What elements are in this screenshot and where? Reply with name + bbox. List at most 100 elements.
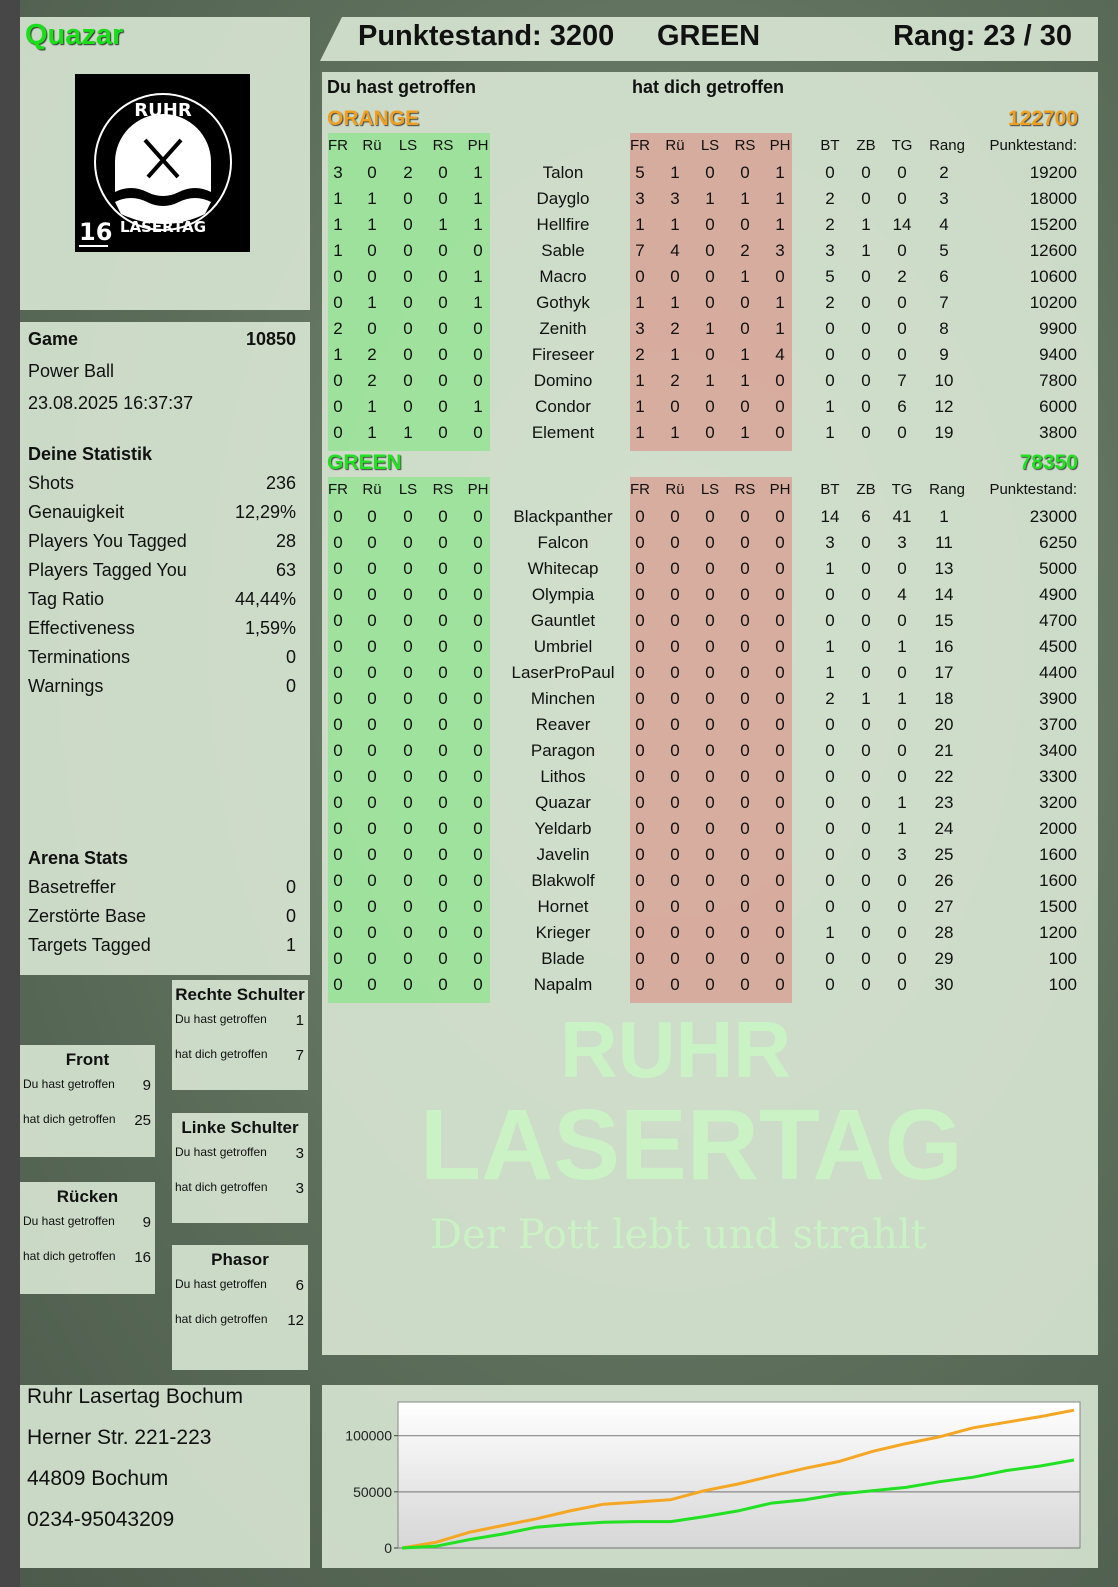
hit-you-label: hat dich getroffen [23, 1112, 116, 1126]
game-id: 10850 [245, 329, 296, 349]
col-header: PH [467, 481, 489, 498]
hit-you-cell: 0 [670, 819, 680, 838]
you-hit-cell: 0 [403, 845, 413, 864]
stat-cell: 6 [939, 267, 949, 286]
hit-you-label: hat dich getroffen [23, 1249, 116, 1263]
hit-you-cell: 0 [635, 793, 645, 812]
stat-cell: 2 [825, 215, 835, 234]
hit-you-cell: 0 [740, 923, 750, 942]
stat-cell: 24 [934, 819, 954, 838]
game-mode: Power Ball [28, 361, 115, 381]
stat-cell: 6 [897, 397, 907, 416]
hit-you-cell: 3 [635, 189, 645, 208]
hit-you-cell: 0 [705, 345, 715, 364]
col-header: TG [891, 137, 913, 154]
hit-you-cell: 1 [635, 215, 645, 234]
you-hit-cell: 0 [473, 741, 483, 760]
col-header: ZB [856, 137, 876, 154]
you-hit-cell: 0 [403, 189, 413, 208]
stat-cell: 11 [935, 533, 953, 552]
stat-cell: 19 [934, 423, 954, 442]
hit-you-cell: 0 [670, 923, 680, 942]
hit-you-cell: 1 [635, 397, 645, 416]
you-hit-cell: 0 [438, 319, 448, 338]
you-hit-cell: 1 [333, 241, 343, 260]
stat-cell: 0 [861, 715, 871, 734]
hit-zone-linke-schulter: Linke Schulter Du hast getroffen 3 hat dich… [172, 1113, 308, 1223]
col-header: LS [700, 481, 720, 498]
you-hit-label: Du hast getroffen [175, 1012, 267, 1026]
player-score: 4400 [1039, 663, 1077, 682]
stat-cell: 0 [897, 923, 907, 942]
you-hit-cell: 0 [473, 819, 483, 838]
you-hit-cell: 0 [438, 663, 448, 682]
stat-cell: 0 [861, 319, 871, 338]
you-hit-cell: 0 [438, 559, 448, 578]
hit-you-cell: 0 [740, 319, 750, 338]
stat-cell: 0 [861, 741, 871, 760]
address-line: 44809 Bochum [27, 1467, 169, 1490]
stat-cell: 0 [825, 845, 835, 864]
you-hit-cell: 0 [438, 189, 448, 208]
you-hit-cell: 0 [473, 897, 483, 916]
you-hit-value: 9 [142, 1077, 151, 1094]
score-chart: 0 50000 100000 [345, 1401, 1081, 1556]
results-panel: Du hast getroffen hat dich getroffen ORA… [322, 72, 1098, 1355]
score-header: Punktestand: 3200 GREEN Rang: 23 / 30 [320, 17, 1098, 61]
you-hit-cell: 0 [403, 975, 413, 994]
stat-cell: 1 [897, 819, 907, 838]
you-hit-cell: 0 [367, 637, 377, 656]
stat-cell: 16 [934, 637, 954, 656]
you-hit-cell: 0 [333, 819, 343, 838]
hit-you-cell: 0 [775, 559, 785, 578]
hit-you-cell: 1 [775, 293, 785, 312]
you-hit-cell: 0 [333, 845, 343, 864]
stat-value: 28 [275, 531, 296, 551]
player-name: Gauntlet [530, 611, 596, 630]
hit-you-cell: 3 [775, 241, 785, 260]
player-score: 5000 [1039, 559, 1077, 578]
player-name: Gothyk [536, 293, 590, 312]
stat-cell: 4 [897, 585, 907, 604]
stat-label: Terminations [28, 647, 131, 667]
stat-label: Players Tagged You [28, 560, 187, 580]
hit-you-cell: 0 [670, 663, 680, 682]
player-score: 9900 [1039, 319, 1077, 338]
stat-cell: 0 [861, 663, 871, 682]
stat-cell: 22 [934, 767, 954, 786]
you-hit-cell: 0 [333, 533, 343, 552]
stat-cell: 0 [825, 371, 835, 390]
hit-you-cell: 0 [705, 897, 715, 916]
stat-cell: 0 [825, 319, 835, 338]
stat-cell: 0 [861, 975, 871, 994]
stat-cell: 0 [897, 975, 907, 994]
hit-you-cell: 1 [740, 267, 750, 286]
stat-cell: 0 [861, 345, 871, 364]
you-hit-value: 9 [142, 1214, 151, 1231]
player-name: Whitecap [527, 559, 599, 578]
you-hit-cell: 1 [473, 163, 483, 182]
stat-cell: 5 [939, 241, 949, 260]
hit-you-cell: 0 [775, 371, 785, 390]
stat-cell: 0 [897, 897, 907, 916]
player-name: Olympia [531, 585, 595, 604]
stat-cell: 9 [939, 345, 949, 364]
hit-you-cell: 0 [635, 975, 645, 994]
hit-you-cell: 0 [705, 241, 715, 260]
col-header: Rü [665, 137, 685, 154]
y-tick-label: 0 [384, 1540, 392, 1556]
hit-you-cell: 0 [705, 507, 715, 526]
you-hit-cell: 0 [473, 507, 483, 526]
stat-cell: 1 [861, 215, 871, 234]
you-hit-cell: 0 [403, 345, 413, 364]
hit-you-cell: 0 [740, 163, 750, 182]
hit-you-cell: 0 [775, 637, 785, 656]
col-header: Rü [665, 481, 685, 498]
left-strip [0, 0, 20, 1587]
you-hit-cell: 1 [473, 189, 483, 208]
hit-you-cell: 0 [740, 897, 750, 916]
hit-you-cell: 0 [740, 663, 750, 682]
hit-you-cell: 1 [670, 215, 680, 234]
stat-cell: 2 [825, 189, 835, 208]
you-hit-cell: 0 [473, 241, 483, 260]
